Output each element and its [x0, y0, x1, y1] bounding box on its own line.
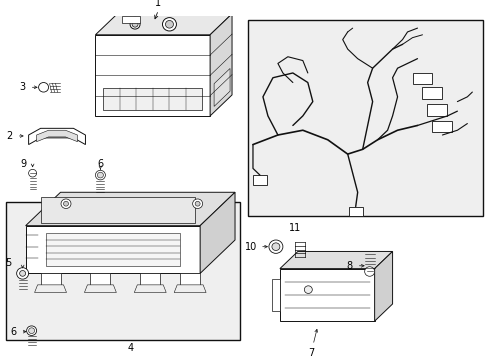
Circle shape	[304, 286, 312, 293]
Polygon shape	[41, 197, 195, 223]
Circle shape	[63, 201, 68, 206]
Circle shape	[39, 82, 48, 92]
Bar	[348, 207, 362, 216]
Bar	[140, 273, 160, 285]
Polygon shape	[279, 269, 374, 321]
Text: 5: 5	[5, 258, 12, 268]
Text: 6: 6	[11, 327, 17, 337]
Bar	[103, 87, 202, 110]
Bar	[6, 202, 240, 340]
Text: 8: 8	[346, 261, 352, 271]
Circle shape	[294, 258, 304, 268]
Polygon shape	[210, 14, 232, 116]
Polygon shape	[95, 35, 210, 116]
Polygon shape	[214, 68, 229, 107]
Bar	[90, 273, 110, 285]
Circle shape	[192, 199, 202, 208]
Polygon shape	[174, 285, 205, 292]
Bar	[180, 273, 200, 285]
Text: 4: 4	[127, 343, 133, 353]
Bar	[45, 233, 180, 266]
Circle shape	[20, 271, 25, 276]
Polygon shape	[200, 192, 235, 273]
Circle shape	[97, 172, 103, 178]
Text: 9: 9	[20, 159, 27, 168]
Bar	[41, 273, 61, 285]
Polygon shape	[35, 285, 66, 292]
Polygon shape	[25, 226, 200, 273]
Polygon shape	[37, 130, 77, 142]
Polygon shape	[84, 285, 116, 292]
Circle shape	[364, 267, 374, 276]
Polygon shape	[374, 251, 392, 321]
Circle shape	[17, 268, 29, 279]
Polygon shape	[29, 128, 85, 145]
Text: 10: 10	[244, 242, 257, 252]
Bar	[252, 175, 266, 185]
Circle shape	[29, 328, 35, 333]
Circle shape	[165, 21, 173, 28]
Text: 11: 11	[288, 222, 301, 233]
Circle shape	[268, 240, 283, 253]
Polygon shape	[271, 279, 279, 311]
Circle shape	[271, 243, 279, 251]
Polygon shape	[134, 285, 166, 292]
Circle shape	[26, 326, 37, 336]
Text: 2: 2	[6, 131, 13, 141]
Circle shape	[130, 19, 140, 29]
Circle shape	[95, 170, 105, 180]
Bar	[412, 73, 431, 85]
Bar	[427, 104, 447, 116]
Circle shape	[162, 18, 176, 31]
Polygon shape	[95, 14, 232, 35]
Circle shape	[195, 201, 200, 206]
Polygon shape	[279, 251, 392, 269]
Text: 1: 1	[155, 0, 161, 8]
Text: 6: 6	[97, 159, 103, 168]
Bar	[431, 121, 451, 132]
Bar	[247, 21, 482, 216]
Bar	[122, 16, 140, 23]
Polygon shape	[25, 192, 235, 226]
Circle shape	[132, 22, 138, 27]
Text: 7: 7	[307, 348, 314, 357]
Text: 3: 3	[20, 82, 26, 92]
Circle shape	[29, 169, 37, 177]
Bar	[422, 87, 442, 99]
Circle shape	[61, 199, 71, 208]
